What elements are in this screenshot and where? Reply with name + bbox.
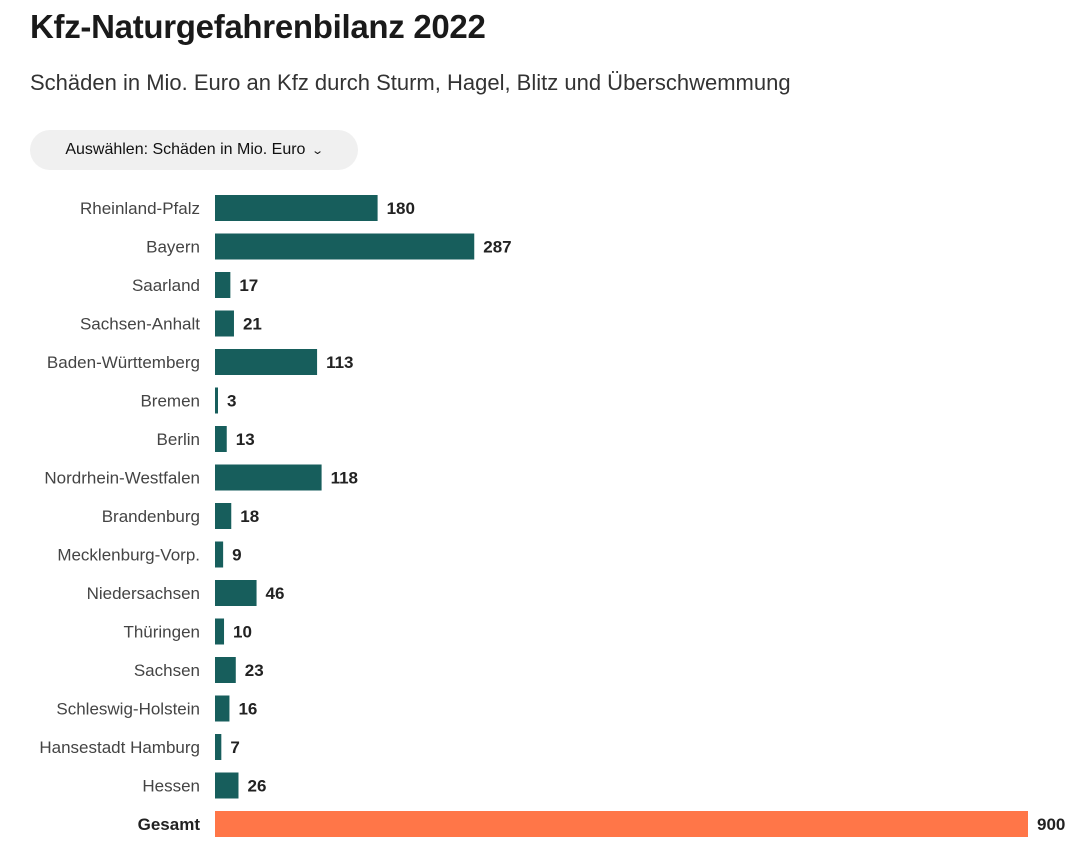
category-label: Sachsen-Anhalt — [80, 315, 200, 334]
value-label: 21 — [243, 315, 262, 334]
bar — [215, 195, 378, 221]
value-label: 287 — [483, 238, 511, 257]
bar — [215, 580, 257, 606]
value-label: 900 — [1037, 815, 1065, 834]
value-label: 17 — [239, 276, 258, 295]
category-label: Thüringen — [123, 623, 200, 642]
value-label: 26 — [247, 777, 266, 796]
bar — [215, 734, 222, 760]
value-label: 18 — [240, 507, 259, 526]
category-label: Bremen — [140, 392, 200, 411]
value-label: 10 — [233, 623, 252, 642]
category-label: Schleswig-Holstein — [56, 700, 200, 719]
category-label: Hessen — [142, 777, 200, 796]
bar — [215, 387, 218, 414]
category-label: Hansestadt Hamburg — [39, 738, 200, 757]
value-label: 13 — [236, 430, 255, 449]
category-label: Saarland — [132, 276, 200, 295]
page-subtitle: Schäden in Mio. Euro an Kfz durch Sturm,… — [30, 70, 791, 95]
bar — [215, 503, 232, 529]
bar — [215, 695, 230, 722]
value-label: 9 — [232, 546, 241, 565]
bar — [215, 618, 225, 645]
value-label: 3 — [227, 392, 236, 411]
category-label: Gesamt — [138, 815, 201, 834]
category-label: Niedersachsen — [87, 584, 200, 603]
metric-select-button[interactable]: Auswählen: Schäden in Mio. Euro ⌄ — [30, 130, 358, 170]
category-label: Brandenburg — [102, 507, 200, 526]
category-label: Berlin — [157, 430, 200, 449]
bar — [215, 426, 227, 452]
bar — [215, 464, 322, 491]
bar — [215, 310, 234, 337]
category-label: Nordrhein-Westfalen — [44, 469, 200, 488]
bar — [215, 657, 236, 683]
bar — [215, 272, 231, 298]
category-label: Mecklenburg-Vorp. — [57, 546, 200, 565]
value-label: 113 — [326, 353, 353, 372]
category-label: Bayern — [146, 238, 200, 257]
value-label: 16 — [238, 700, 257, 719]
page-title: Kfz-Naturgefahrenbilanz 2022 — [30, 8, 486, 45]
metric-select-label: Auswählen: Schäden in Mio. Euro — [65, 141, 306, 158]
value-label: 46 — [266, 584, 285, 603]
bar — [215, 233, 475, 260]
value-label: 7 — [230, 738, 239, 757]
chevron-down-icon: ⌄ — [311, 144, 325, 157]
bar-total — [215, 811, 1028, 837]
value-label: 118 — [331, 469, 358, 488]
value-label: 180 — [387, 199, 415, 218]
category-label: Baden-Württemberg — [47, 353, 200, 372]
category-label: Sachsen — [134, 661, 200, 680]
bar — [215, 772, 239, 799]
bar — [215, 349, 318, 375]
bar — [215, 541, 224, 568]
category-label: Rheinland-Pfalz — [80, 199, 200, 218]
value-label: 23 — [245, 661, 264, 680]
